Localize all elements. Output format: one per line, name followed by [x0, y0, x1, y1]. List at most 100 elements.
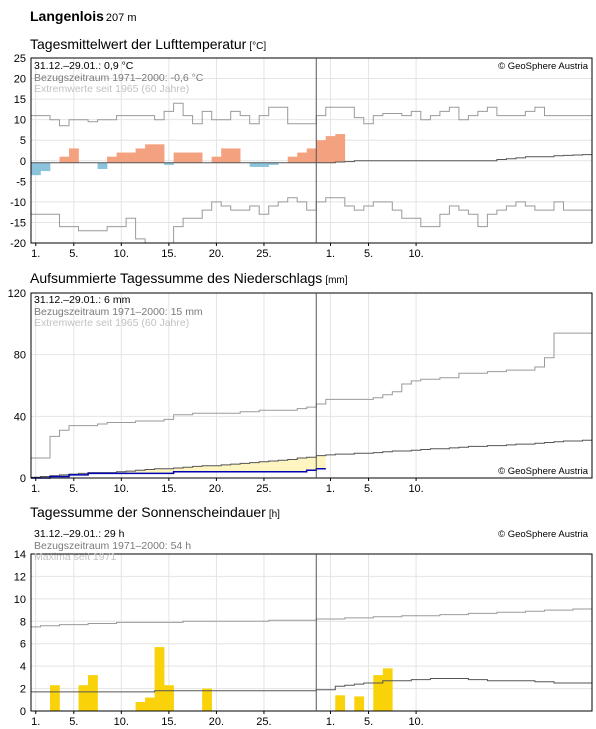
temperature-xtick-label-2: 10. [114, 248, 129, 260]
temperature-bar-30 [306, 148, 317, 163]
temperature-plot-border [30, 57, 593, 244]
precipitation-copyright: © GeoSphere Austria [498, 466, 588, 477]
precipitation-xtick-label-6: 1. [326, 483, 335, 495]
temperature-climate-mean-line [31, 154, 592, 164]
sunshine-xtick-label-0: 1. [31, 716, 40, 728]
precipitation-xtick-label-1: 5. [69, 483, 78, 495]
temperature-ytick-label-8: 20 [14, 74, 26, 86]
sunshine-ytick-label-4: 8 [20, 616, 26, 628]
sunshine-climate-mean-line [31, 678, 592, 693]
temperature-bar-29 [297, 152, 308, 163]
sunshine-bar-12 [135, 702, 146, 711]
sunshine-maxima: Maxima seit 1971 [34, 551, 117, 563]
precipitation-xtick-label-5: 25. [256, 483, 271, 495]
precipitation-ytick-label-3: 120 [8, 288, 26, 300]
temperature-bar-32 [325, 136, 336, 163]
temperature-record-max-line [31, 102, 592, 127]
precipitation-reference: Bezugszeitraum 1971–2000: 15 mm [34, 305, 203, 318]
sunshine-title: Tagessumme der Sonnenscheindauer [h] [30, 504, 280, 520]
sunshine-panel: 0 2 4 6 8 10 12 14 1. 5. 10. 15. 20. 25. 1. 5. 10. [14, 549, 593, 728]
temperature-ytick-label-7: 15 [14, 94, 26, 106]
sunshine-bar-37 [373, 675, 384, 711]
sunshine-bar-15 [164, 685, 174, 711]
station-name: Langenlois [30, 8, 104, 24]
precipitation-unit: [mm] [325, 275, 348, 286]
precipitation-xtick-label-8: 10. [408, 483, 423, 495]
temperature-panel: -20 -15 -10 -5 0 5 10 15 20 25 1. 5. 10. 15. 20. 25. 1. 5… [10, 53, 593, 260]
temperature-ytick-label-2: -10 [10, 197, 26, 209]
temperature-bar-5 [69, 148, 79, 163]
sunshine-xtick-label-8: 10. [408, 716, 423, 728]
precipitation-current: 31.12.–29.01.: 6 mm [34, 294, 131, 306]
sunshine-current: 31.12.–29.01.: 29 h [34, 528, 125, 540]
temperature-bar-31 [316, 140, 327, 163]
temperature-ytick-label-5: 5 [20, 135, 26, 147]
sunshine-record-max-line [31, 608, 592, 628]
sunshine-ytick-label-6: 12 [14, 571, 26, 583]
temperature-ytick-label-9: 25 [14, 53, 26, 65]
sunshine-bar-14 [154, 647, 165, 711]
sunshine-xtick-label-7: 5. [364, 716, 373, 728]
temperature-xtick-label-5: 25. [256, 248, 271, 260]
sunshine-xtick-label-2: 10. [114, 716, 129, 728]
sunshine-bar-13 [145, 697, 155, 711]
precipitation-info: 31.12.–29.01.: 6 mm Bezugszeitraum 1971–… [34, 294, 203, 330]
sunshine-title-text: Tagessumme der Sonnenscheindauer [30, 504, 266, 520]
temperature-xtick-label-7: 5. [364, 248, 373, 260]
sunshine-bar-7 [88, 675, 98, 711]
sunshine-plot-border [30, 553, 593, 712]
temperature-reference: Bezugszeitraum 1971–2000: -0,6 °C [34, 71, 204, 84]
sunshine-bar-33 [335, 695, 346, 711]
sunshine-ytick-label-3: 6 [20, 639, 26, 651]
sunshine-bar-38 [382, 668, 393, 711]
temperature-bar-20 [211, 156, 222, 163]
sunshine-ytick-label-1: 2 [20, 684, 26, 696]
temperature-ytick-label-4: 0 [20, 156, 26, 168]
temperature-bar-14 [154, 144, 165, 163]
precipitation-xtick-label-7: 5. [364, 483, 373, 495]
sunshine-xtick-label-5: 25. [256, 716, 271, 728]
precipitation-climate-line [31, 439, 592, 478]
sunshine-xtick-label-3: 15. [161, 716, 176, 728]
temperature-title: Tagesmittelwert der Lufttemperatur [°C] [30, 36, 266, 52]
sunshine-ytick-label-0: 0 [20, 706, 26, 718]
sunshine-bar-6 [78, 685, 89, 711]
sunshine-copyright: © GeoSphere Austria [498, 529, 588, 540]
precipitation-plot-border [30, 292, 593, 479]
sunshine-unit: [h] [268, 509, 280, 520]
precipitation-title: Aufsummierte Tagessumme des Niederschlag… [30, 270, 348, 286]
precipitation-extremes: Extremwerte seit 1965 (60 Jahre) [34, 317, 190, 329]
precipitation-panel: 0 40 80 120 1. 5. 10. 15. 20. 25. 1. 5. 10. [8, 288, 593, 495]
temperature-info: 31.12.–29.01.: 0,9 °C Bezugszeitraum 197… [34, 60, 204, 96]
temperature-xtick-label-8: 10. [408, 248, 423, 260]
temperature-unit: [°C] [249, 41, 267, 52]
temperature-extremes: Extremwerte seit 1965 (60 Jahre) [34, 83, 190, 95]
temperature-ytick-label-1: -15 [10, 217, 26, 229]
temperature-bar-13 [145, 144, 155, 163]
temperature-bar-17 [183, 152, 193, 163]
temperature-bar-16 [173, 152, 184, 163]
temperature-current: 31.12.–29.01.: 0,9 °C [34, 60, 134, 72]
temperature-bar-18 [192, 152, 203, 163]
temperature-bar-2 [40, 162, 51, 172]
temperature-bar-21 [221, 148, 231, 163]
station-altitude: 207 m [105, 12, 137, 24]
precipitation-title-text: Aufsummierte Tagessumme des Niederschlag… [30, 270, 323, 286]
precipitation-xtick-label-4: 20. [209, 483, 224, 495]
temperature-bar-8 [97, 162, 108, 169]
sunshine-xtick-label-6: 1. [326, 716, 335, 728]
temperature-bar-15 [164, 162, 174, 165]
sunshine-reference: Bezugszeitraum 1971–2000: 54 h [34, 539, 192, 552]
temperature-bar-9 [107, 156, 117, 163]
temperature-bar-1 [31, 162, 41, 176]
temperature-bar-26 [268, 162, 279, 165]
temperature-bar-28 [287, 156, 298, 163]
station-header: Langenlois 207 m [30, 8, 136, 26]
precipitation-xtick-label-2: 10. [114, 483, 129, 495]
sunshine-ytick-label-7: 14 [14, 549, 26, 561]
temperature-bar-33 [335, 134, 346, 163]
temperature-xtick-label-6: 1. [326, 248, 335, 260]
temperature-bar-12 [135, 148, 146, 163]
precipitation-record-max-line [31, 332, 592, 459]
